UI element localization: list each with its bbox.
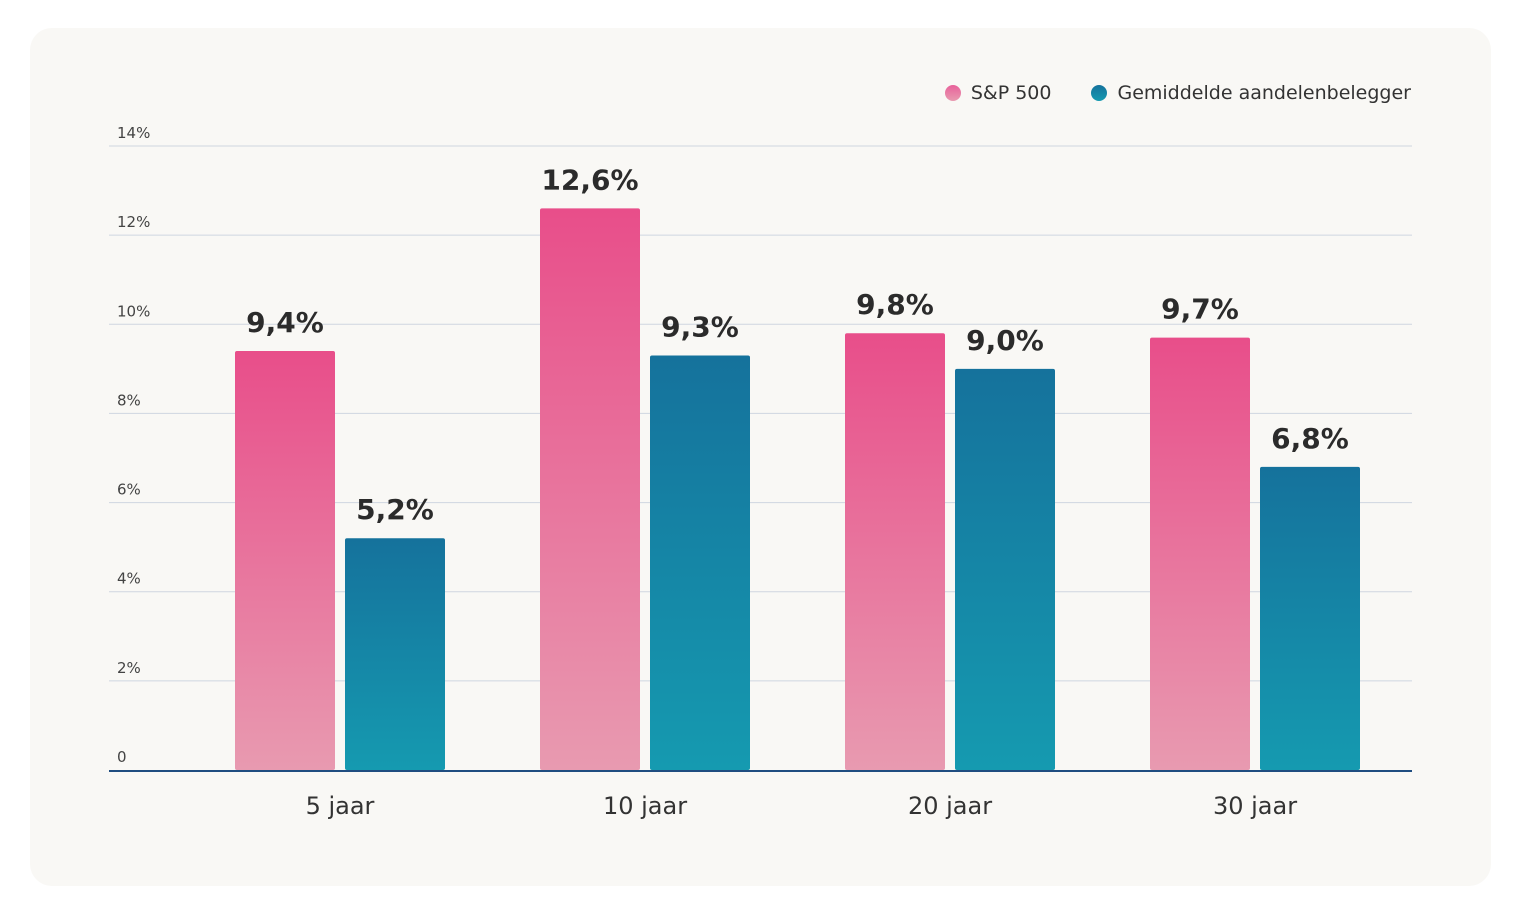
x-tick-label: 10 jaar bbox=[603, 792, 687, 820]
y-tick-label: 12% bbox=[117, 213, 150, 231]
data-label: 9,3% bbox=[661, 310, 739, 343]
y-tick-label: 4% bbox=[117, 570, 141, 588]
legend-label-sp500: S&P 500 bbox=[970, 82, 1052, 104]
legend-item-sp500: S&P 500 bbox=[944, 82, 1052, 104]
data-label: 9,4% bbox=[246, 306, 324, 339]
legend-swatch-average-investor bbox=[1091, 85, 1108, 101]
y-tick-label: 6% bbox=[117, 481, 141, 499]
data-label: 9,8% bbox=[856, 288, 934, 321]
bar-sp500 bbox=[1150, 337, 1250, 770]
legend-label-average-investor: Gemiddelde aandelenbelegger bbox=[1117, 82, 1411, 104]
y-tick-label: 8% bbox=[117, 391, 141, 409]
data-label: 9,7% bbox=[1161, 293, 1239, 326]
legend-item-average-investor: Gemiddelde aandelenbelegger bbox=[1091, 82, 1411, 104]
bar-average-investor bbox=[955, 368, 1055, 770]
data-label: 5,2% bbox=[356, 493, 434, 526]
y-tick-label: 2% bbox=[117, 659, 141, 677]
data-label: 12,6% bbox=[541, 163, 638, 196]
bar-sp500 bbox=[235, 351, 335, 770]
bar-sp500 bbox=[845, 333, 945, 770]
bar-sp500 bbox=[540, 208, 640, 770]
bar-average-investor bbox=[650, 355, 750, 770]
bar-average-investor bbox=[1260, 466, 1360, 770]
bar-average-investor bbox=[345, 538, 445, 770]
x-tick-label: 20 jaar bbox=[908, 792, 992, 820]
y-tick-label: 0 bbox=[117, 748, 127, 766]
x-tick-label: 5 jaar bbox=[306, 792, 375, 820]
data-label: 6,8% bbox=[1271, 422, 1349, 455]
legend-swatch-sp500 bbox=[944, 85, 961, 101]
x-tick-label: 30 jaar bbox=[1213, 792, 1297, 820]
y-tick-label: 14% bbox=[117, 124, 150, 142]
y-tick-label: 10% bbox=[117, 302, 150, 320]
legend: S&P 500 Gemiddelde aandelenbelegger bbox=[944, 82, 1411, 104]
data-label: 9,0% bbox=[966, 324, 1044, 357]
